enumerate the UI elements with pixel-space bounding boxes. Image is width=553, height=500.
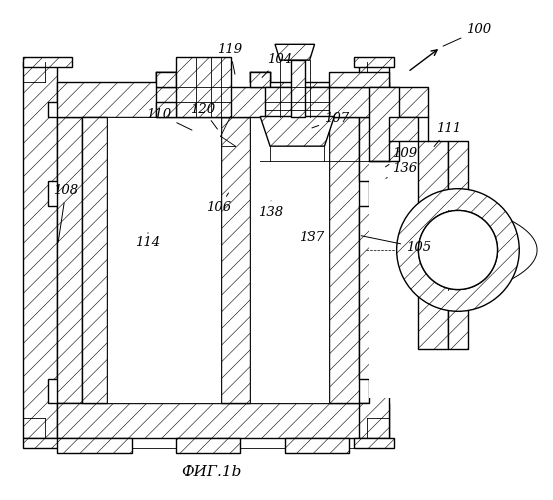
Polygon shape — [156, 87, 389, 117]
Polygon shape — [354, 438, 394, 448]
Text: ФИГ.1b: ФИГ.1b — [181, 466, 241, 479]
Polygon shape — [156, 102, 176, 116]
Polygon shape — [389, 116, 419, 141]
Polygon shape — [448, 141, 468, 349]
Polygon shape — [58, 438, 132, 452]
Bar — [369, 161, 419, 398]
Text: 110: 110 — [147, 108, 192, 130]
Polygon shape — [419, 141, 448, 210]
Text: 136: 136 — [386, 162, 418, 178]
Text: 120: 120 — [190, 102, 217, 129]
Text: 138: 138 — [258, 201, 284, 220]
Polygon shape — [58, 404, 389, 438]
Polygon shape — [251, 72, 270, 82]
Polygon shape — [58, 116, 82, 404]
Text: 119: 119 — [217, 44, 243, 74]
Text: 108: 108 — [54, 184, 79, 242]
Polygon shape — [176, 57, 231, 116]
Polygon shape — [58, 82, 166, 116]
Text: 114: 114 — [135, 232, 160, 249]
Text: 107: 107 — [312, 112, 349, 128]
Polygon shape — [251, 72, 270, 87]
Polygon shape — [23, 438, 72, 448]
Polygon shape — [23, 57, 72, 67]
Text: 106: 106 — [206, 193, 232, 214]
Polygon shape — [369, 87, 399, 161]
Text: 104: 104 — [262, 53, 292, 78]
Polygon shape — [260, 82, 389, 116]
Polygon shape — [359, 62, 389, 438]
Polygon shape — [330, 72, 389, 87]
Polygon shape — [389, 87, 428, 117]
Polygon shape — [23, 62, 58, 438]
Text: 109: 109 — [385, 147, 418, 167]
Polygon shape — [265, 87, 330, 117]
Polygon shape — [285, 438, 349, 452]
Text: 105: 105 — [361, 236, 431, 254]
Text: 137: 137 — [300, 231, 325, 244]
Circle shape — [419, 210, 498, 290]
Polygon shape — [330, 116, 359, 404]
Polygon shape — [156, 72, 176, 82]
Polygon shape — [419, 290, 448, 349]
Polygon shape — [82, 116, 107, 404]
Polygon shape — [176, 438, 241, 452]
Polygon shape — [260, 116, 335, 146]
Polygon shape — [221, 116, 251, 404]
Polygon shape — [156, 72, 176, 87]
Bar — [291, 60, 305, 116]
Wedge shape — [397, 188, 519, 312]
Bar — [107, 116, 221, 404]
Text: 111: 111 — [434, 122, 461, 146]
Polygon shape — [275, 44, 315, 60]
Polygon shape — [354, 57, 394, 67]
Bar — [251, 116, 330, 404]
Text: 100: 100 — [443, 24, 492, 46]
